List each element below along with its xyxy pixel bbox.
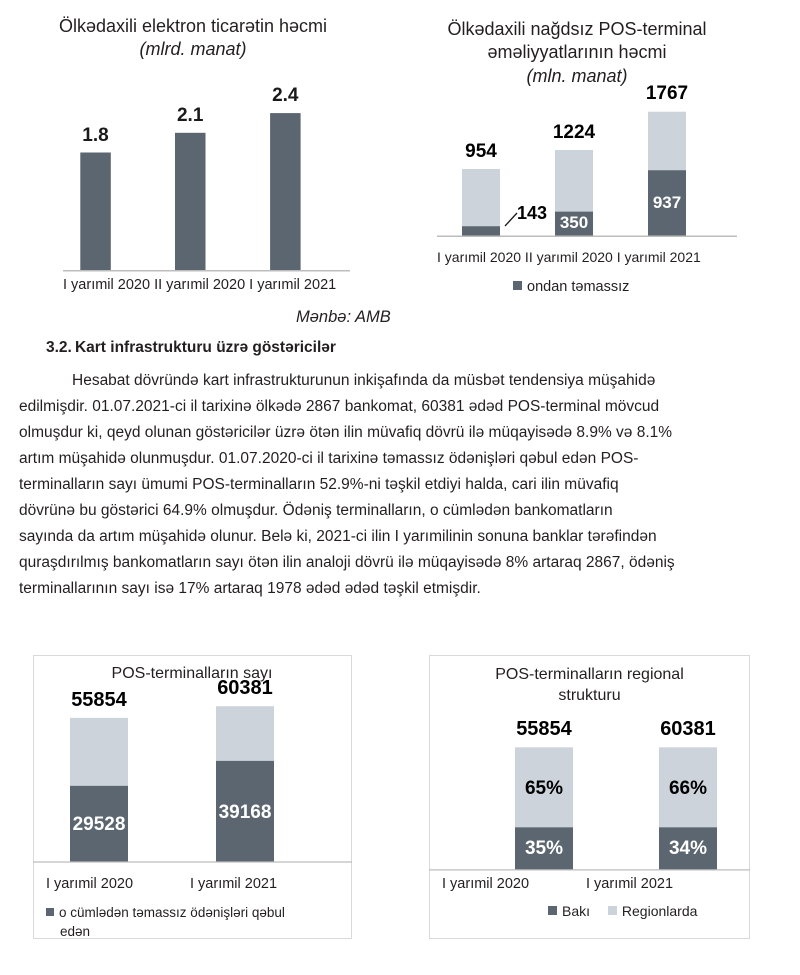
- svg-text:55854: 55854: [71, 689, 127, 711]
- svg-text:55854: 55854: [516, 718, 572, 740]
- svg-text:39168: 39168: [218, 802, 271, 823]
- svg-text:1224: 1224: [553, 122, 596, 143]
- svg-text:1.8: 1.8: [82, 125, 108, 146]
- svg-text:29528: 29528: [72, 814, 125, 835]
- svg-text:1767: 1767: [646, 83, 688, 104]
- svg-text:2.1: 2.1: [177, 105, 204, 126]
- svg-text:143: 143: [517, 203, 547, 223]
- svg-text:35%: 35%: [525, 838, 563, 859]
- svg-text:66%: 66%: [669, 778, 707, 799]
- svg-text:34%: 34%: [669, 838, 707, 859]
- svg-text:2.4: 2.4: [272, 85, 299, 106]
- svg-text:954: 954: [465, 141, 497, 162]
- svg-text:937: 937: [653, 193, 681, 212]
- svg-text:60381: 60381: [217, 677, 273, 699]
- svg-text:65%: 65%: [525, 778, 563, 799]
- svg-text:60381: 60381: [660, 718, 716, 740]
- svg-text:350: 350: [560, 213, 588, 232]
